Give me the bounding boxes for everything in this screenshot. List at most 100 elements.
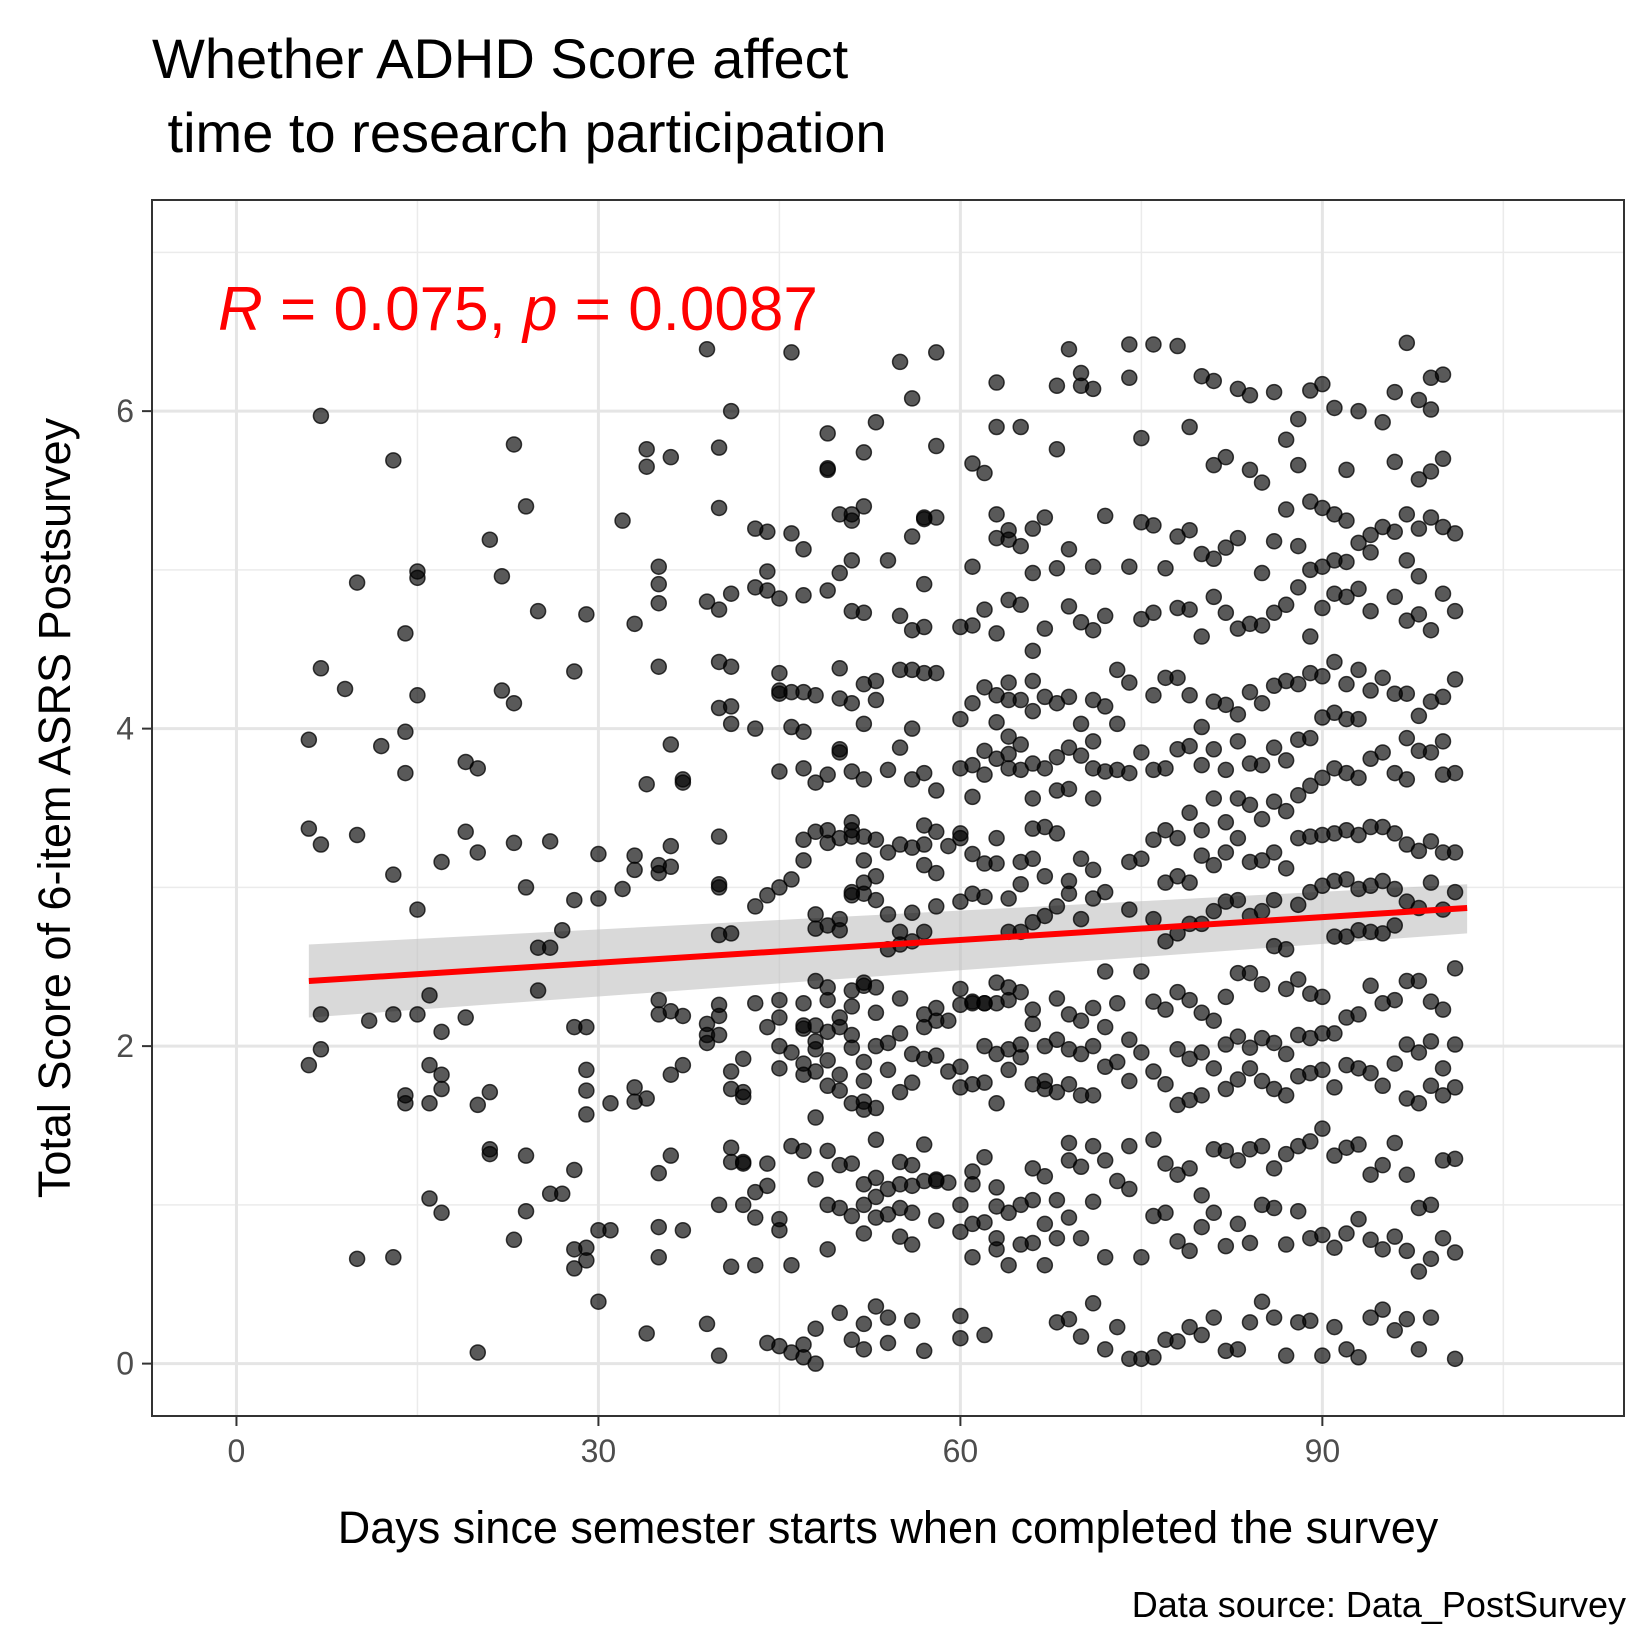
data-point [783,1044,800,1061]
data-point [1289,787,1307,804]
data-point [771,664,788,682]
data-point [1253,1293,1271,1310]
data-point [1302,1312,1319,1330]
data-point [1350,710,1367,728]
data-point [1133,850,1150,868]
data-point [831,1018,848,1036]
data-point [1410,520,1428,537]
data-point [843,694,861,712]
data-point [1289,537,1307,555]
data-point [988,625,1005,642]
data-point [1314,375,1331,393]
data-point [771,590,788,607]
data-point [964,1175,981,1193]
data-point [638,775,655,793]
data-point [1265,1160,1283,1177]
data-point [1253,810,1271,828]
data-point [662,448,680,466]
data-point [1084,1295,1102,1312]
data-point [1350,1136,1367,1153]
data-point [300,1056,318,1074]
data-point [1108,1318,1126,1336]
data-point [1434,366,1452,383]
data-point [1410,567,1428,585]
data-point [710,1007,728,1025]
data-point [1350,534,1367,552]
data-point [1374,1301,1391,1318]
data-point [433,1080,450,1098]
data-point [1145,687,1162,704]
data-point [1133,744,1150,761]
data-point [988,829,1005,847]
data-point [372,737,390,755]
data-point [578,1252,595,1269]
data-point [1314,988,1331,1006]
data-point [312,660,330,677]
data-point [747,898,764,915]
data-point [1000,1204,1017,1222]
data-point [1277,431,1295,448]
data-point [300,820,318,837]
data-point [1326,1025,1343,1042]
data-point [1326,1239,1343,1256]
data-point [1060,1209,1078,1226]
data-point [831,1082,848,1099]
data-point [879,1334,897,1352]
data-point [1386,453,1404,471]
data-point [807,1171,824,1188]
data-point [590,845,607,863]
data-point [1446,671,1464,688]
data-point [1193,1187,1210,1204]
data-point [1121,1137,1138,1155]
data-point [843,998,861,1015]
data-point [795,723,812,741]
data-point [1253,1137,1271,1155]
data-point [1205,902,1223,920]
data-point [1314,599,1331,617]
data-point [988,374,1005,391]
data-point [1386,383,1404,401]
data-point [928,509,945,526]
data-point [1108,1053,1126,1071]
data-point [1253,694,1271,712]
data-point [819,766,836,783]
data-point [1048,1229,1066,1247]
correlation-annotation: R = 0.075, p = 0.0087 [218,275,818,344]
data-point [1084,558,1102,575]
data-point [722,698,740,715]
data-point [1145,831,1162,848]
data-point [891,990,909,1007]
data-point [1253,1072,1271,1090]
data-point [855,852,873,869]
data-point [1241,1039,1259,1056]
data-point [662,736,680,753]
data-point [1108,715,1126,733]
data-point [1302,729,1319,747]
data-point [1410,1095,1428,1112]
data-point [1084,1087,1102,1104]
x-tick-label: 60 [943,1433,979,1469]
data-point [433,853,450,871]
data-point [1241,964,1259,982]
data-point [855,1225,873,1242]
data-point [1096,883,1114,901]
data-point [759,1155,776,1172]
data-point [879,1061,897,1079]
data-point [903,1074,921,1091]
data-point [1422,833,1440,850]
data-point [952,893,969,910]
data-point [1036,620,1054,637]
data-point [1133,429,1150,447]
data-point [1060,780,1078,798]
data-point [759,523,776,541]
data-point [988,1179,1005,1196]
data-point [1398,506,1416,523]
data-point [1398,1242,1416,1260]
data-point [1434,1229,1452,1247]
data-point [976,1326,993,1344]
data-point [710,828,728,845]
data-point [1446,764,1464,782]
data-point [1024,1015,1042,1033]
data-point [1084,999,1102,1017]
data-point [1000,1061,1017,1079]
